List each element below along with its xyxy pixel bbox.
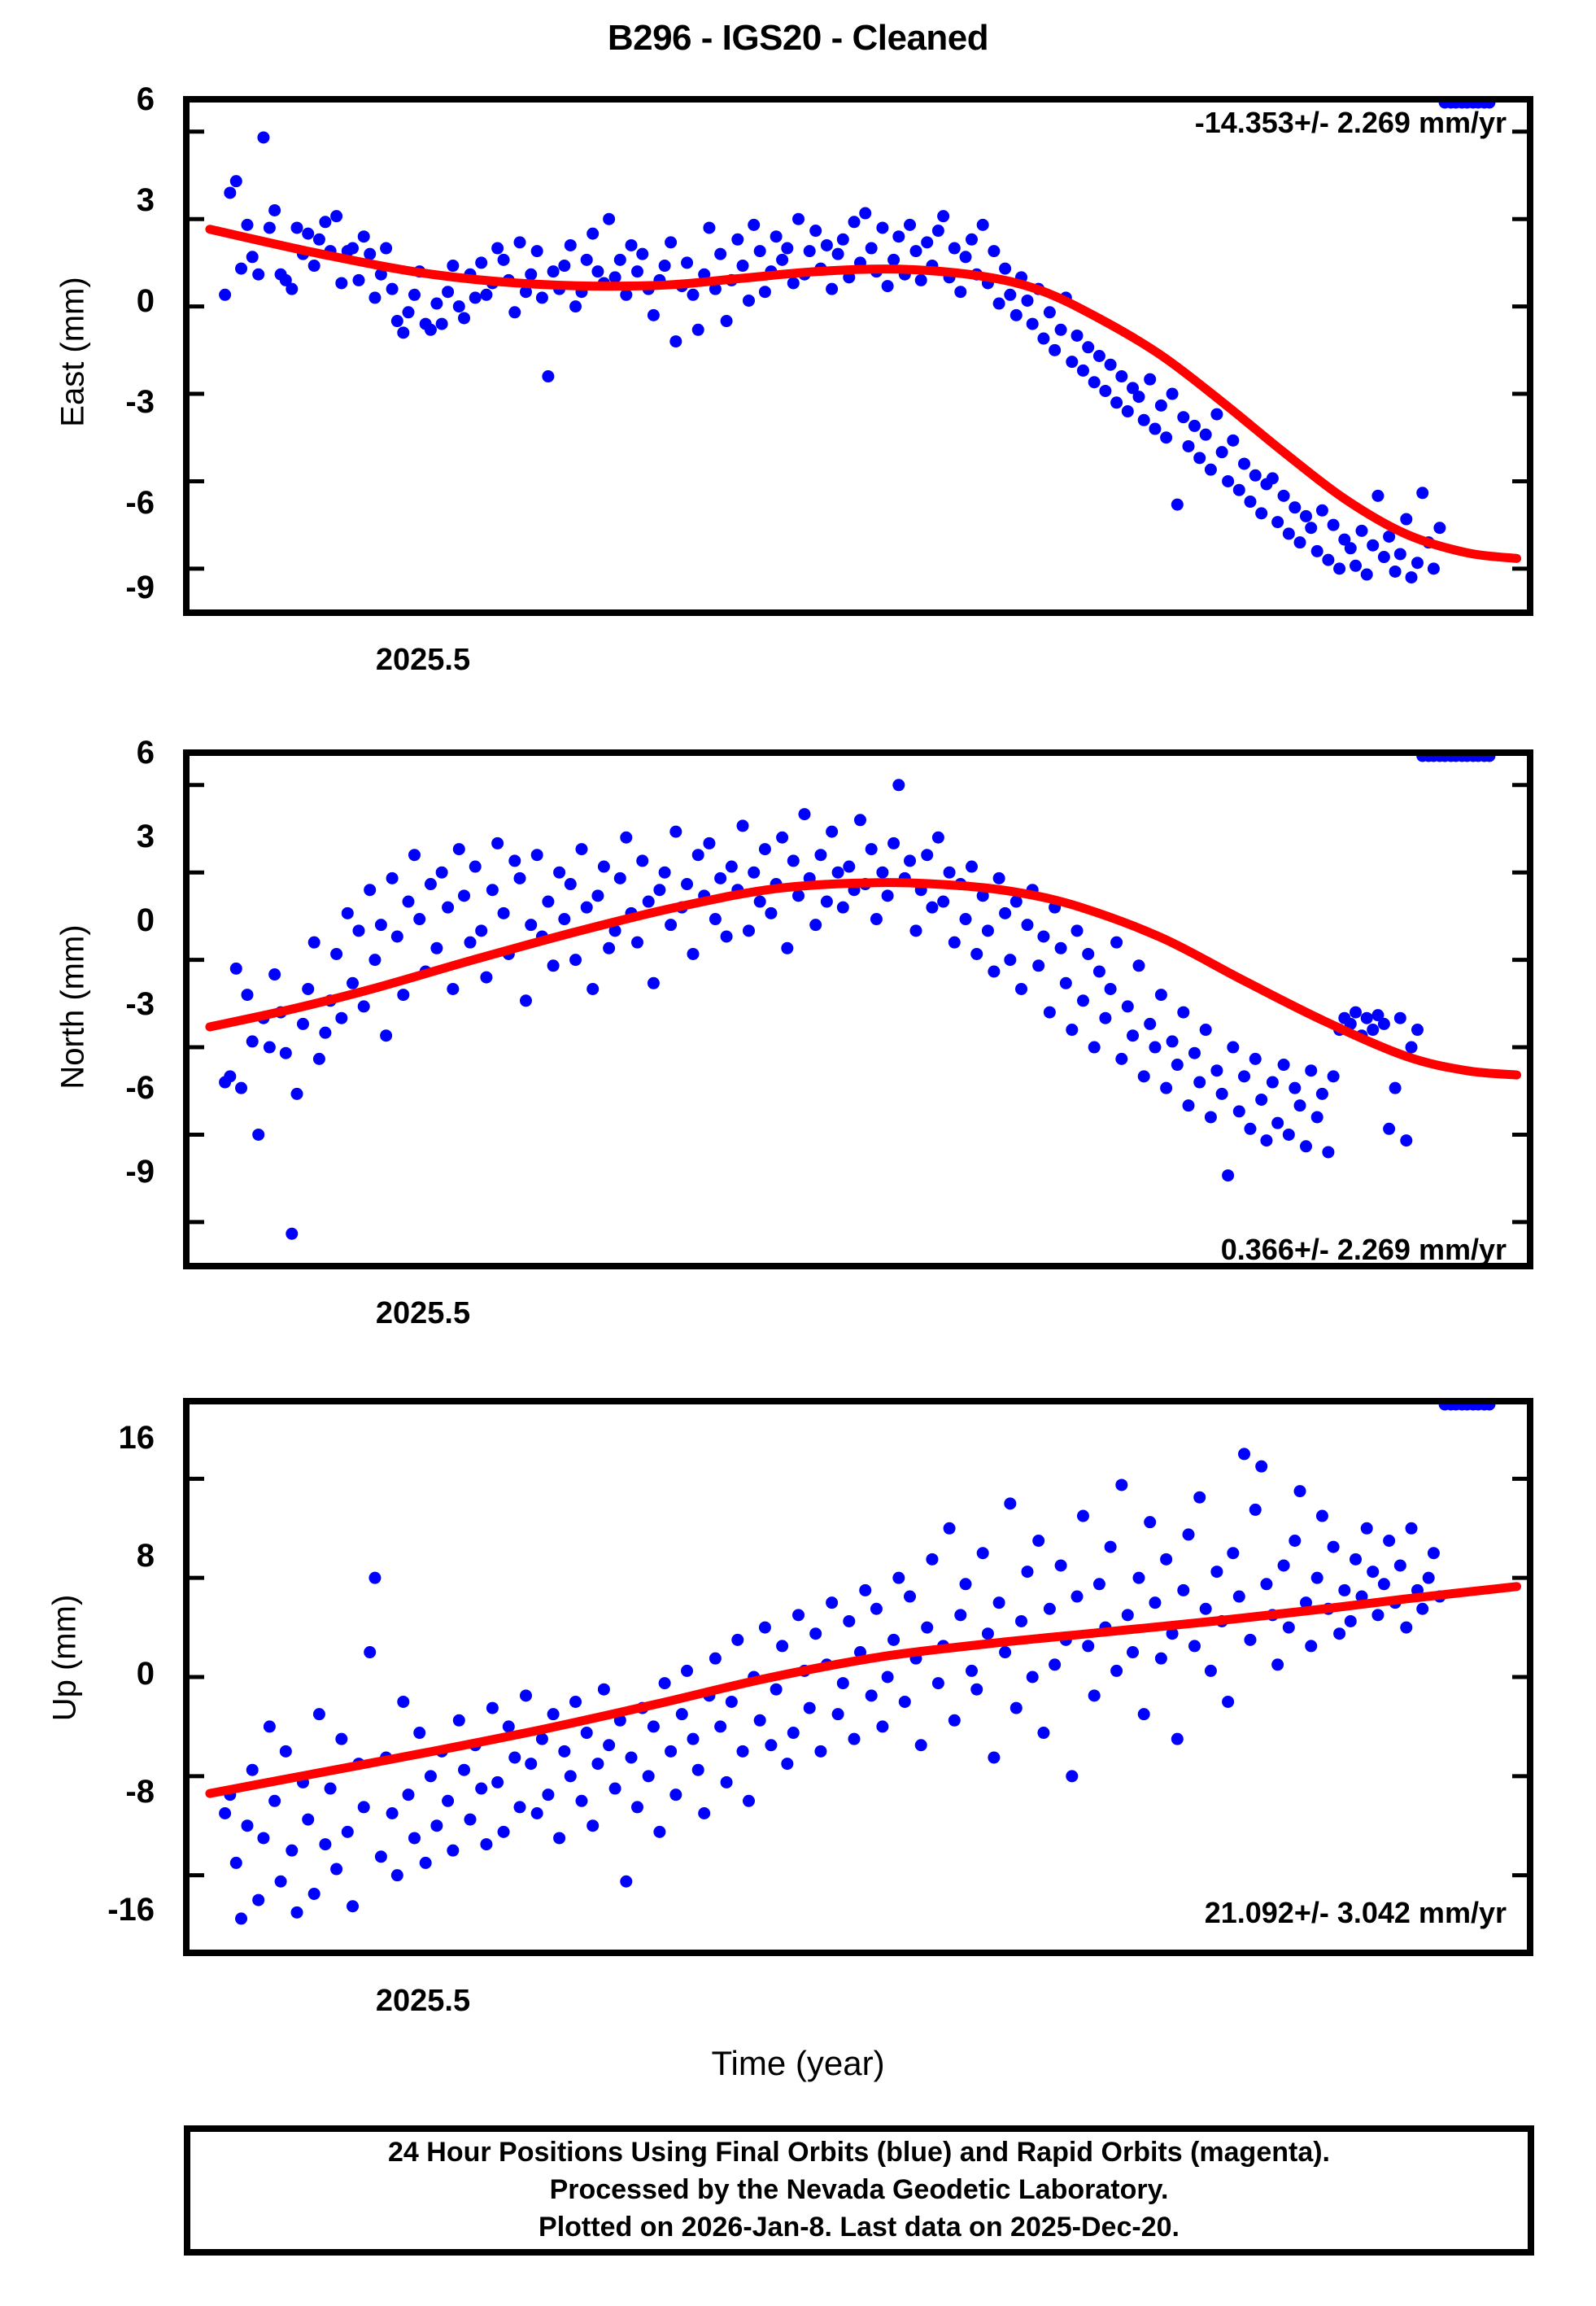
ytick-up-3: -8 <box>125 1774 155 1810</box>
scatter-east <box>190 103 1527 584</box>
y-axis-label-east: East (mm) <box>55 277 91 427</box>
ytick-north-5: -9 <box>125 1154 155 1190</box>
caption-line-2: Processed by the Nevada Geodetic Laborat… <box>549 2174 1169 2206</box>
plot-area-north <box>183 749 1533 1269</box>
panel-east: East (mm) 6 3 0 -3 -6 -9 -14.353+/- 2.26… <box>0 0 1596 677</box>
ytick-east-0: 6 <box>136 81 155 117</box>
scatter-north <box>190 756 1527 1240</box>
ytick-north-3: -3 <box>125 986 155 1022</box>
scatter-up <box>190 1404 1527 1925</box>
ytick-east-3: -3 <box>125 384 155 420</box>
ytick-east-4: -6 <box>125 485 155 521</box>
panel-up: Up (mm) 16 8 0 -8 -16 21.092+/- 3.042 mm… <box>0 1302 1596 2018</box>
caption-line-1: 24 Hour Positions Using Final Orbits (bl… <box>388 2137 1330 2168</box>
ytick-north-2: 0 <box>136 902 155 938</box>
rate-annotation-up: 21.092+/- 3.042 mm/yr <box>1204 1896 1507 1929</box>
plot-area-east <box>183 96 1533 616</box>
rate-annotation-east: -14.353+/- 2.269 mm/yr <box>1194 106 1507 139</box>
xtick-label-north: 2025.5 <box>375 1296 471 1330</box>
x-axis-label: Time (year) <box>711 2044 885 2082</box>
ytick-up-2: 0 <box>136 1656 155 1692</box>
caption-line-3: Plotted on 2026-Jan-8. Last data on 2025… <box>539 2211 1180 2243</box>
caption-box: 24 Hour Positions Using Final Orbits (bl… <box>184 2125 1534 2256</box>
ytick-east-2: 0 <box>136 283 155 319</box>
panel-north: North (mm) 6 3 0 -3 -6 -9 0.366+/- 2.269… <box>0 651 1596 1367</box>
ytick-north-4: -6 <box>125 1070 155 1106</box>
plot-area-up <box>183 1398 1533 1956</box>
xtick-label-east: 2025.5 <box>375 643 471 677</box>
ytick-north-1: 3 <box>136 819 155 854</box>
ytick-north-0: 6 <box>136 735 155 771</box>
xtick-label-up: 2025.5 <box>375 1984 471 2018</box>
ytick-east-5: -9 <box>125 570 155 605</box>
ytick-east-1: 3 <box>136 182 155 218</box>
rate-annotation-north: 0.366+/- 2.269 mm/yr <box>1220 1233 1507 1266</box>
ytick-up-4: -16 <box>107 1892 155 1928</box>
page-title: B296 - IGS20 - Cleaned <box>607 18 989 58</box>
ytick-up-0: 16 <box>118 1420 155 1456</box>
ytick-up-1: 8 <box>136 1538 155 1574</box>
